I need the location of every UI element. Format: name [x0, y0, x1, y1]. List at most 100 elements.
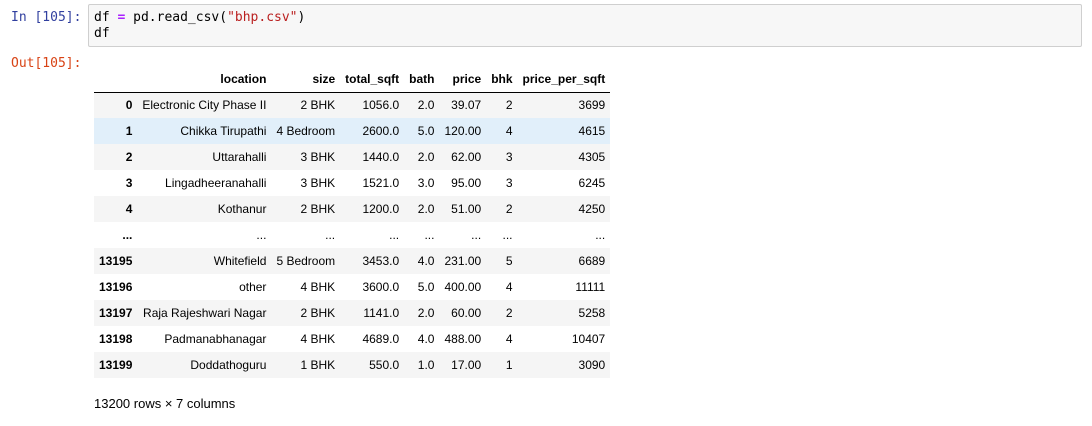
- column-header-price: price: [439, 66, 487, 93]
- row-index: 1: [125, 124, 133, 138]
- cell-price-per-sqft: 4615: [578, 124, 606, 138]
- cell-bhk: 3: [505, 176, 513, 190]
- cell-total-sqft: 1141.0: [363, 306, 400, 320]
- row-index: 13199: [99, 358, 133, 372]
- code-string: "bhp.csv": [227, 10, 298, 25]
- cell-total-sqft: 550.0: [369, 358, 400, 372]
- cell-price-per-sqft: 3090: [578, 358, 606, 372]
- output-prompt: Out[105]:: [11, 56, 82, 71]
- cell-location: Chikka Tirupathi: [180, 124, 267, 138]
- cell-location: Doddathoguru: [190, 358, 267, 372]
- cell-bhk: 2: [505, 98, 513, 113]
- table-row: 4 Kothanur 2 BHK 1200.0 2.0 51.00 2 4250: [94, 196, 611, 222]
- cell-bath: 2.0: [417, 98, 435, 113]
- table-row: ........................: [94, 222, 611, 248]
- code-line-2: df: [94, 26, 110, 41]
- row-index: 3: [125, 176, 133, 190]
- cell-size: 2 BHK: [300, 202, 336, 216]
- column-header-price-per-sqft: price_per_sqft: [517, 66, 611, 93]
- cell-price: 488.00: [444, 332, 482, 346]
- column-header-bath: bath: [404, 66, 440, 93]
- cell-price: 120.00: [444, 124, 482, 138]
- cell-bath: ...: [424, 228, 435, 242]
- table-row: 2 Uttarahalli 3 BHK 1440.0 2.0 62.00 3 4305: [94, 144, 611, 170]
- cell-price: 231.00: [444, 254, 482, 268]
- table-row: 1 Chikka Tirupathi 4 Bedroom 2600.0 5.0 120.0…: [94, 118, 611, 144]
- row-index: 13197: [99, 306, 133, 320]
- row-index: 4: [125, 202, 133, 216]
- cell-total-sqft: 1521.0: [362, 176, 400, 190]
- cell-bhk: 3: [505, 150, 513, 164]
- cell-bath: 4.0: [417, 254, 435, 268]
- cell-price-per-sqft: 6245: [578, 176, 606, 190]
- cell-total-sqft: 3600.0: [362, 280, 400, 294]
- cell-location: Kothanur: [217, 202, 267, 216]
- cell-price: 39.07: [451, 98, 482, 113]
- table-row: 13197 Raja Rajeshwari Nagar 2 BHK 1141.0 2.0…: [94, 300, 611, 326]
- cell-bath: 5.0: [417, 280, 435, 294]
- cell-price-per-sqft: ...: [595, 228, 606, 242]
- cell-price-per-sqft: 3699: [578, 98, 606, 113]
- cell-bhk: ...: [502, 228, 513, 242]
- table-row: 13195 Whitefield 5 Bedroom 3453.0 4.0 231.00 5…: [94, 248, 611, 274]
- cell-price: 51.00: [451, 202, 482, 216]
- row-index: ...: [122, 228, 133, 242]
- cell-total-sqft: ...: [389, 228, 400, 242]
- table-row: 13199 Doddathoguru 1 BHK 550.0 1.0 17.00 1 3090: [94, 352, 611, 378]
- column-header-size: size: [271, 66, 341, 93]
- code-operator: =: [117, 10, 126, 25]
- table-row: 0 Electronic City Phase II 2 BHK 1056.0 2.0 3…: [94, 92, 611, 118]
- cell-size: 3 BHK: [300, 150, 336, 164]
- row-index: 13198: [99, 332, 133, 346]
- table-row: 13198 Padmanabhanagar 4 BHK 4689.0 4.0 488.00…: [94, 326, 611, 352]
- cell-size: ...: [325, 228, 336, 242]
- dataframe-summary: 13200 rows × 7 columns: [94, 396, 236, 411]
- cell-total-sqft: 2600.0: [362, 124, 400, 138]
- cell-location: Raja Rajeshwari Nagar: [143, 306, 267, 320]
- cell-total-sqft: 3453.0: [362, 254, 400, 268]
- table-body: 0 Electronic City Phase II 2 BHK 1056.0 2.0 3…: [94, 92, 611, 378]
- cell-size: 5 Bedroom: [276, 254, 336, 268]
- cell-total-sqft: 1056.0: [362, 98, 400, 113]
- cell-price: 95.00: [451, 176, 482, 190]
- row-index: 13195: [99, 254, 133, 268]
- cell-price-per-sqft: 4305: [578, 150, 606, 164]
- cell-bath: 2.0: [417, 150, 435, 164]
- cell-bath: 3.0: [417, 176, 435, 190]
- cell-price: 60.00: [451, 306, 482, 320]
- cell-bhk: 2: [505, 202, 513, 216]
- cell-size: 4 BHK: [300, 332, 336, 346]
- cell-total-sqft: 1440.0: [362, 150, 400, 164]
- cell-price-per-sqft: 6689: [578, 254, 606, 268]
- cell-price: 400.00: [444, 280, 482, 294]
- cell-bhk: 5: [505, 254, 513, 268]
- cell-total-sqft: 4689.0: [362, 332, 400, 346]
- column-header-bhk: bhk: [486, 66, 518, 93]
- cell-location: Whitefield: [213, 254, 267, 268]
- cell-price-per-sqft: 4250: [578, 202, 606, 216]
- cell-location: ...: [256, 228, 267, 242]
- output-area: location size total_sqft bath price bhk price_…: [94, 66, 611, 378]
- cell-bath: 1.0: [417, 358, 435, 372]
- cell-bhk: 4: [505, 332, 513, 346]
- cell-size: 3 BHK: [300, 176, 336, 190]
- cell-location: Uttarahalli: [212, 150, 267, 164]
- code-input-area[interactable]: df = pd.read_csv("bhp.csv") df: [88, 4, 1082, 47]
- column-header-location: location: [137, 66, 272, 93]
- code-var: df: [94, 10, 110, 25]
- cell-location: other: [239, 280, 267, 294]
- table-header-row: location size total_sqft bath price bhk price_…: [94, 66, 611, 93]
- code-editor[interactable]: df = pd.read_csv("bhp.csv") df: [94, 10, 305, 42]
- cell-price-per-sqft: 10407: [571, 332, 606, 346]
- cell-location: Electronic City Phase II: [142, 98, 267, 113]
- cell-bath: 5.0: [417, 124, 435, 138]
- cell-location: Lingadheeranahalli: [165, 176, 267, 190]
- cell-bhk: 1: [505, 358, 513, 372]
- cell-bhk: 4: [505, 124, 513, 138]
- cell-size: 4 BHK: [300, 280, 336, 294]
- table-row: 13196 other 4 BHK 3600.0 5.0 400.00 4 11111: [94, 274, 611, 300]
- cell-size: 2 BHK: [300, 306, 336, 320]
- cell-bath: 2.0: [417, 202, 435, 216]
- cell-bath: 2.0: [417, 306, 435, 320]
